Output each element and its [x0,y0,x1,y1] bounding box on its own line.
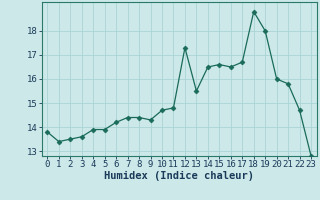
X-axis label: Humidex (Indice chaleur): Humidex (Indice chaleur) [104,171,254,181]
